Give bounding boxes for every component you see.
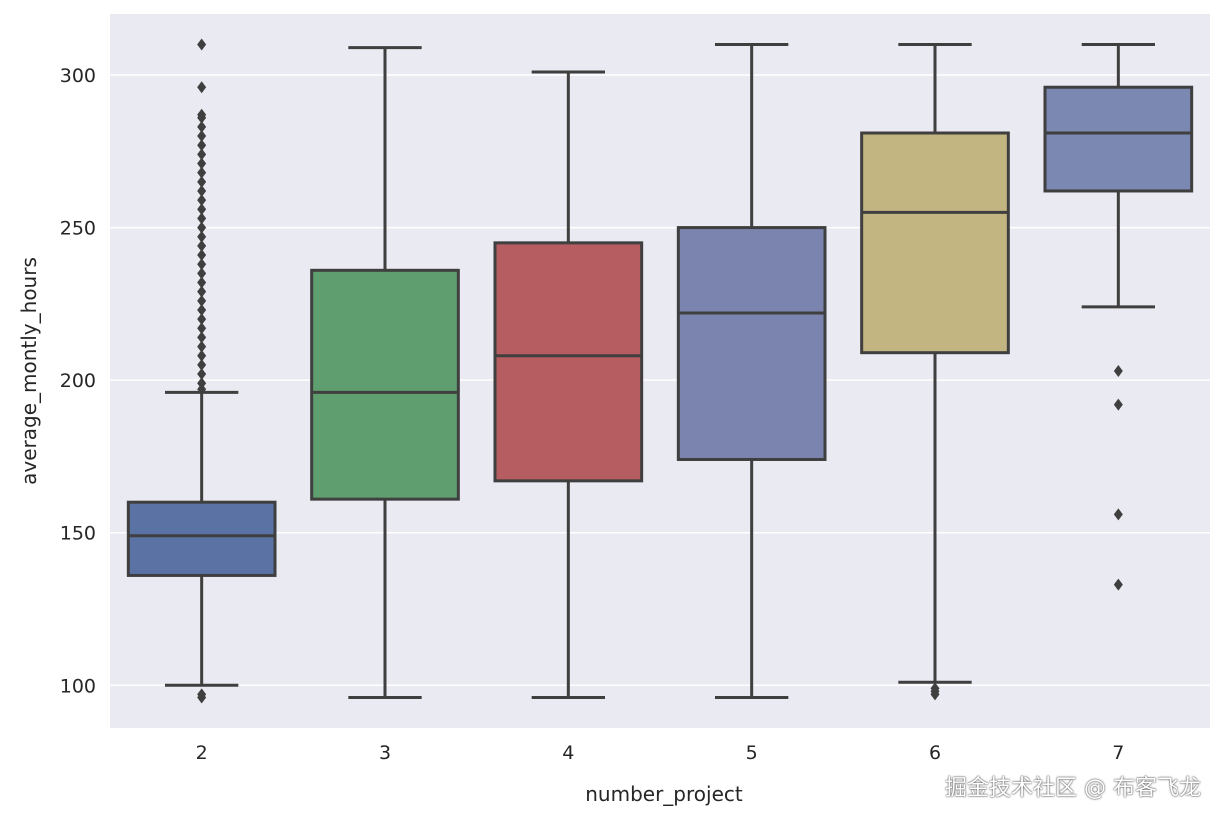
outlier-point [1113,508,1123,521]
outlier-point [197,313,207,326]
outlier-point [197,230,207,243]
outlier-point [197,303,207,316]
outlier-point [197,258,207,271]
box-iqr [1043,85,1194,193]
grid-lines [110,74,1210,687]
outlier-point [197,166,207,179]
outlier-point [197,276,207,289]
outlier-point [197,108,207,121]
box-6 [860,43,1010,701]
watermark: 掘金技术社区 @ 布客飞龙 [945,776,1201,801]
outlier-point [197,81,207,94]
outlier-point [197,349,207,362]
outlier-point [197,212,207,225]
outlier-point [197,239,207,252]
outlier-point [197,358,207,371]
x-axis: 2 3 4 5 6 7 [196,742,1125,764]
outlier-point [1113,578,1123,591]
box-4 [493,70,644,699]
outlier-point [197,175,207,188]
outlier-point [197,120,207,133]
x-tick-label: 6 [929,742,941,764]
outlier-point [197,221,207,234]
x-tick-label: 5 [746,742,758,764]
box-iqr [310,268,460,501]
box-iqr [126,500,277,577]
y-tick-label: 200 [60,370,96,392]
y-tick-label: 150 [60,523,96,545]
box-2 [126,38,277,704]
outlier-point [197,383,207,396]
outlier-point [197,322,207,335]
box-5 [676,43,827,699]
y-tick-label: 100 [60,675,96,697]
outlier-point [197,688,207,701]
outlier-point [197,130,207,143]
outlier-point [197,267,207,280]
outlier-point [197,285,207,298]
x-tick-label: 2 [196,742,208,764]
y-axis: 100 150 200 250 300 [60,65,96,697]
outlier-point [1113,398,1123,411]
outlier-point [197,368,207,381]
y-tick-label: 300 [60,65,96,87]
outlier-point [197,294,207,307]
box-iqr [676,226,827,461]
outlier-point [197,377,207,390]
outlier-point [197,139,207,152]
box-3 [310,46,460,699]
outlier-point [197,340,207,353]
outlier-point [197,331,207,344]
box-7 [1043,43,1194,591]
outlier-point [197,203,207,216]
box-iqr [860,131,1010,355]
x-tick-label: 7 [1112,742,1124,764]
y-axis-label: average_montly_hours [17,257,41,485]
outlier-point [197,194,207,207]
box-iqr [493,241,644,483]
y-tick-label: 250 [60,218,96,240]
outlier-point [1113,365,1123,377]
outlier-point [197,38,207,51]
outlier-point [197,184,207,197]
outlier-point [197,249,207,262]
outlier-point [197,148,207,161]
box-series [126,38,1194,704]
outlier-point [930,682,940,695]
outlier-point [197,157,207,170]
x-tick-label: 3 [379,742,391,764]
x-axis-label: number_project [585,782,743,806]
x-tick-label: 4 [562,742,574,764]
plot-background [110,14,1210,728]
